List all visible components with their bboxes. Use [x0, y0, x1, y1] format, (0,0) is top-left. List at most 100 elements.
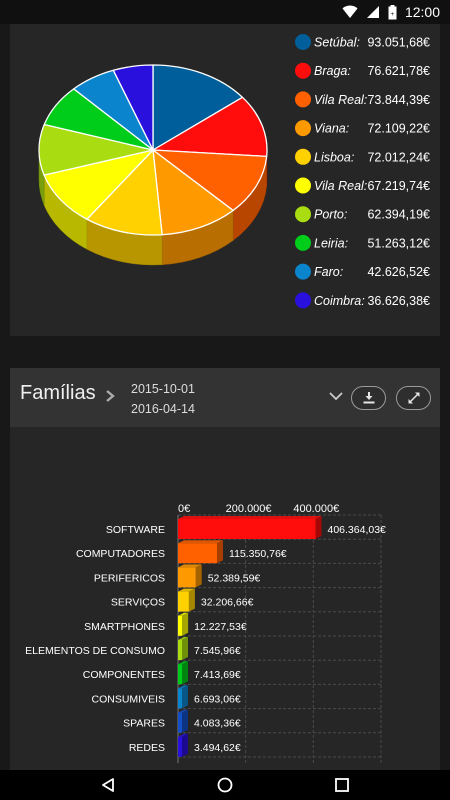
pie-slice[interactable]	[152, 64, 244, 151]
battery-icon: +	[388, 4, 397, 19]
bar[interactable]	[178, 591, 189, 612]
navigation-bar	[0, 770, 450, 800]
bar-side	[195, 564, 202, 588]
pie-slice[interactable]	[43, 149, 154, 220]
bar[interactable]	[178, 664, 182, 685]
legend-item: Leiria: 51.263,12€	[295, 234, 430, 251]
status-bar: + 12:00	[0, 0, 450, 24]
category-label: SERVIÇOS	[111, 597, 165, 609]
legend-value: 76.621,78€	[367, 64, 430, 78]
legend-item: Coimbra: 36.626,38€	[295, 292, 430, 309]
legend-swatch	[295, 91, 311, 108]
bar[interactable]	[178, 736, 182, 757]
legend-value: 62.394,19€	[367, 208, 430, 222]
download-button[interactable]	[351, 386, 386, 410]
wifi-icon	[342, 5, 358, 18]
date-range[interactable]: 2015-10-01 2016-04-14	[131, 379, 195, 419]
category-label: SMARTPHONES	[84, 621, 165, 633]
bar[interactable]	[178, 615, 183, 636]
pie-slice[interactable]	[86, 149, 163, 236]
grid-lines	[177, 514, 382, 763]
back-button[interactable]	[93, 770, 123, 800]
pie-slice[interactable]	[152, 149, 234, 236]
pie-chart-card: Setúbal: 93.051,68€ Braga: 76.621,78€ Vila R…	[10, 24, 440, 336]
bar-value-label: 406.364,03€	[327, 524, 386, 536]
bar-chart: 0€ 200.000€ 400.000€ SOFTWARE 406.364,03€ COM…	[25, 503, 386, 763]
recents-icon	[334, 778, 349, 792]
bar-top	[178, 661, 188, 665]
legend-label: Lisboa:	[314, 150, 354, 164]
bar[interactable]	[178, 712, 182, 733]
bar-top	[178, 709, 188, 713]
legend-value: 73.844,39€	[367, 93, 430, 107]
legend-item: Lisboa: 72.012,24€	[295, 148, 430, 165]
category-label: SOFTWARE	[106, 524, 165, 536]
bar[interactable]	[178, 519, 316, 539]
x-tick-label: 400.000€	[293, 503, 339, 515]
recents-button[interactable]	[327, 770, 357, 800]
legend-swatch	[295, 292, 311, 309]
bar[interactable]	[178, 688, 182, 709]
bar-value-label: 3.494,62€	[194, 742, 241, 754]
category-label: PERIFERICOS	[94, 572, 165, 584]
bar-value-label: 52.389,59€	[208, 572, 261, 584]
legend-swatch	[295, 120, 311, 137]
bar-top	[178, 612, 189, 616]
category-label: SPARES	[123, 718, 165, 730]
bar[interactable]	[178, 543, 218, 564]
legend-label: Porto:	[314, 208, 347, 222]
pie-slice[interactable]	[152, 149, 268, 212]
bar-top	[178, 685, 188, 689]
legend-item: Viana: 72.109,22€	[295, 120, 430, 137]
bar-value-label: 7.545,96€	[194, 645, 241, 657]
card-title: Famílias	[20, 382, 96, 404]
bar-group: REDES 3.494,62€	[129, 733, 241, 757]
bar-value-label: 12.227,53€	[194, 621, 247, 633]
category-label: ELEMENTOS DE CONSUMO	[25, 645, 165, 657]
home-button[interactable]	[210, 770, 240, 800]
legend-swatch	[295, 62, 311, 79]
bar-group: ELEMENTOS DE CONSUMO 7.545,96€	[25, 637, 241, 660]
home-icon	[217, 777, 233, 793]
bar[interactable]	[178, 640, 182, 660]
bar-top	[178, 516, 322, 519]
bar-value-label: 115.350,76€	[229, 548, 287, 560]
bar-group: COMPUTADORES 115.350,76€	[76, 540, 287, 564]
bar-group: SERVIÇOS 32.206,66€	[111, 588, 254, 612]
bar-group: SMARTPHONES 12.227,53€	[84, 612, 247, 636]
pie-slice[interactable]	[152, 96, 268, 158]
svg-text:+: +	[391, 12, 395, 18]
chevron-down-icon[interactable]	[328, 388, 344, 404]
legend-label: Braga:	[314, 64, 351, 78]
bar-group: COMPONENTES 7.413,69€	[83, 661, 241, 685]
bar-group: CONSUMIVEIS 6.693,06€	[91, 685, 241, 709]
pie-legend: Setúbal: 93.051,68€ Braga: 76.621,78€ Vila R…	[295, 34, 430, 309]
pie-chart: Setúbal: 93.051,68€ Braga: 76.621,78€ Vila R…	[38, 34, 430, 309]
legend-label: Vila Real:	[314, 93, 367, 107]
bar-group: SOFTWARE 406.364,03€	[106, 516, 386, 539]
legend-label: Coimbra:	[314, 294, 365, 308]
legend-label: Faro:	[314, 265, 343, 279]
legend-item: Vila Real: 67.219,74€	[295, 177, 430, 194]
download-icon	[363, 392, 374, 404]
chevron-right-icon[interactable]	[102, 388, 118, 404]
category-label: COMPONENTES	[83, 669, 165, 681]
bar-side	[315, 516, 322, 539]
legend-swatch	[295, 148, 311, 165]
bar-top	[178, 588, 195, 592]
legend-label: Leiria:	[314, 236, 348, 250]
bar-side	[182, 733, 188, 757]
category-label: CONSUMIVEIS	[91, 693, 165, 705]
bar-value-label: 32.206,66€	[201, 597, 254, 609]
bar-side	[182, 612, 189, 636]
legend-swatch	[295, 234, 311, 251]
signal-icon	[366, 6, 379, 18]
x-tick-label: 200.000€	[226, 503, 272, 515]
expand-button[interactable]	[396, 386, 431, 410]
legend-item: Braga: 76.621,78€	[295, 62, 430, 79]
bar[interactable]	[178, 567, 196, 588]
legend-label: Viana:	[314, 122, 349, 136]
legend-value: 51.263,12€	[367, 236, 430, 250]
pie-slice[interactable]	[112, 64, 154, 151]
card-header: Famílias 2015-10-01 2016-04-14	[10, 368, 440, 427]
